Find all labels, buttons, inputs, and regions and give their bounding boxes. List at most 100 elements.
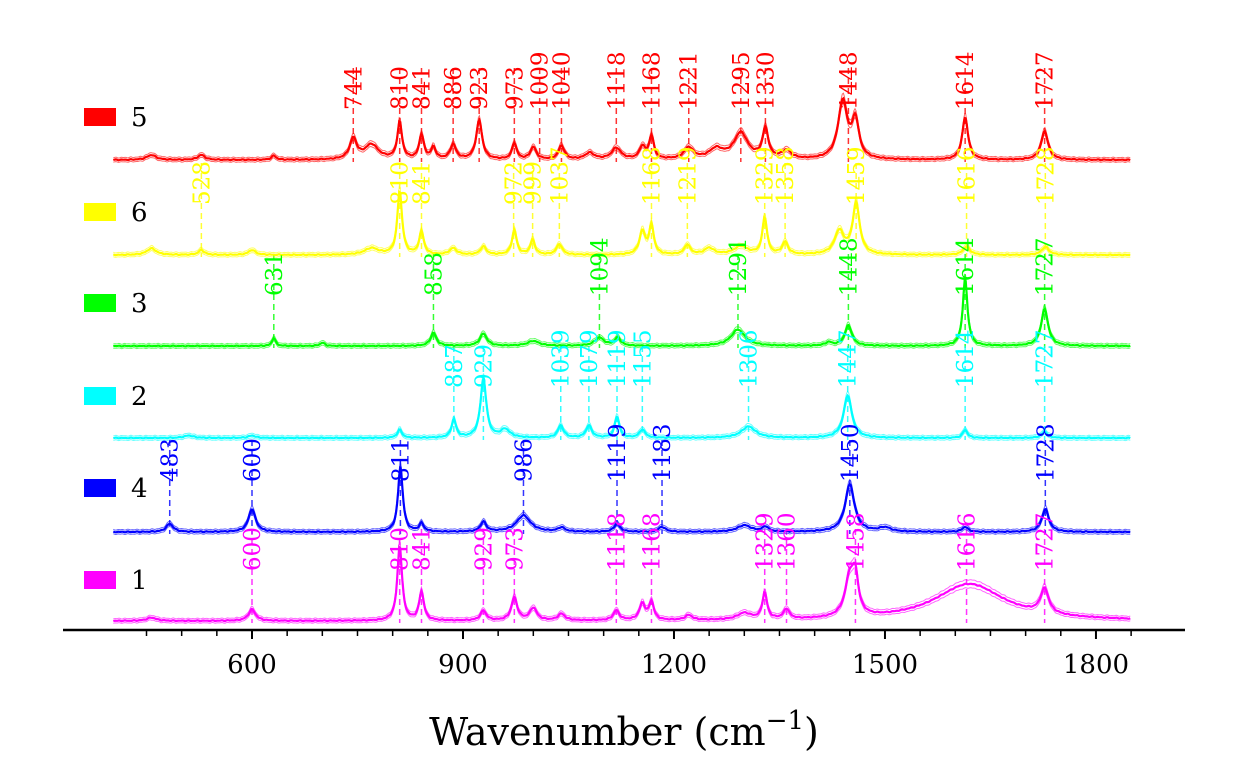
peak-label: 923 (467, 66, 493, 110)
peak-label: 1009 (528, 51, 554, 110)
peak-label: 1291 (726, 237, 752, 296)
legend-label: 5 (131, 103, 148, 133)
series-band-upper (113, 185, 1131, 254)
peak-label: 1040 (550, 51, 576, 110)
peak-label: 483 (158, 438, 184, 482)
legend-label: 4 (131, 474, 148, 504)
peak-label: 841 (410, 66, 436, 110)
x-axis-title: Wavenumber (cm−1) (429, 706, 819, 754)
legend-swatch (84, 294, 116, 312)
x-tick-label: 600 (227, 650, 277, 680)
peak-label: 1727 (1033, 512, 1059, 571)
peak-label: 744 (341, 66, 367, 110)
peak-label: 1168 (640, 51, 666, 110)
peak-label: 600 (240, 438, 266, 482)
peak-label: 1358 (773, 146, 799, 205)
series-band-lower (113, 196, 1131, 259)
peak-label: 1727 (1033, 51, 1059, 110)
peak-label: 973 (502, 527, 528, 571)
peak-label: 1183 (650, 423, 676, 482)
peak-label: 1616 (955, 512, 981, 571)
peak-label: 810 (388, 66, 414, 110)
legend-swatch (84, 203, 116, 221)
series-band-lower (113, 551, 1131, 624)
peak-label: 929 (471, 527, 497, 571)
x-axis: 600 900 1200 1500 1800 (63, 628, 1185, 680)
peak-guide-lines (168, 68, 1047, 623)
peak-label: 858 (422, 252, 448, 296)
peak-label: 1119 (605, 423, 631, 482)
peak-label: 1119 (605, 329, 631, 388)
peak-label: 528 (189, 161, 215, 205)
peak-label: 1614 (953, 51, 979, 110)
peak-label: 887 (442, 344, 468, 388)
x-tick-label: 1800 (1063, 650, 1129, 680)
x-tick-label: 1200 (641, 650, 707, 680)
legend-label: 1 (131, 566, 148, 596)
series-band-upper (113, 460, 1131, 531)
peak-label: 986 (512, 438, 538, 482)
legend-swatch (84, 108, 116, 126)
legend-label: 3 (131, 289, 148, 319)
peak-label: 1459 (844, 146, 870, 205)
peak-label: 1094 (587, 237, 613, 296)
series-band-upper (113, 539, 1131, 620)
legend-swatch (84, 479, 116, 497)
peak-label: 1221 (677, 51, 703, 110)
series-line-6 (112, 189, 1131, 257)
peak-label: 1168 (640, 512, 666, 571)
peak-label: 1079 (577, 329, 603, 388)
series-line-4 (112, 466, 1131, 534)
peak-label: 999 (521, 161, 547, 205)
peak-label: 1458 (843, 512, 869, 571)
peak-label: 929 (471, 344, 497, 388)
legend-label: 2 (131, 382, 148, 412)
peak-label: 1360 (775, 512, 801, 571)
peak-label: 1728 (1033, 423, 1059, 482)
peak-label: 1448 (836, 237, 862, 296)
series-lines (112, 92, 1131, 624)
series-line-3 (113, 277, 1131, 348)
peak-label: 1450 (838, 423, 864, 482)
peak-label: 1118 (604, 51, 630, 110)
x-tick-label: 1500 (852, 650, 918, 680)
legend-swatch (84, 571, 116, 589)
peak-label: 1727 (1033, 329, 1059, 388)
peak-label: 1306 (737, 329, 763, 388)
peak-label: 1616 (955, 146, 981, 205)
peak-label: 1329 (753, 146, 779, 205)
peak-label: 810 (388, 527, 414, 571)
peak-label: 1039 (549, 329, 575, 388)
peak-label: 1330 (753, 51, 779, 110)
peak-label: 841 (410, 161, 436, 205)
legend-label: 6 (131, 198, 148, 228)
peak-label: 810 (388, 161, 414, 205)
peak-label: 1447 (836, 329, 862, 388)
peak-label: 1219 (675, 146, 701, 205)
series-band-lower (113, 381, 1131, 442)
peak-label: 972 (502, 161, 528, 205)
legend-swatch (84, 387, 116, 405)
peak-label: 1614 (953, 237, 979, 296)
series-line-5 (113, 96, 1131, 162)
series-band-lower (113, 471, 1131, 536)
peak-label: 1614 (953, 329, 979, 388)
peak-label: 973 (502, 66, 528, 110)
peak-label: 1155 (630, 329, 656, 388)
x-tick-label: 900 (438, 650, 488, 680)
series-line-2 (113, 374, 1131, 440)
peak-label: 1727 (1033, 237, 1059, 296)
peak-label: 1295 (729, 51, 755, 110)
peak-label: 631 (262, 252, 288, 296)
peak-label: 1448 (836, 51, 862, 110)
peak-label: 600 (240, 527, 266, 571)
peak-label: 1329 (753, 512, 779, 571)
peak-label: 841 (410, 527, 436, 571)
peak-label: 1728 (1033, 146, 1059, 205)
peak-label: 1168 (640, 146, 666, 205)
peak-label: 811 (388, 438, 414, 482)
peak-label: 1037 (547, 146, 573, 205)
series-line-1 (113, 544, 1131, 623)
